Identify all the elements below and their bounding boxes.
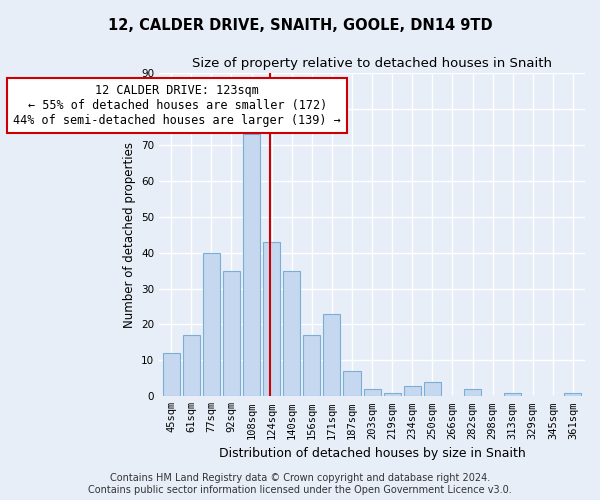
Bar <box>464 389 481 396</box>
Y-axis label: Number of detached properties: Number of detached properties <box>122 142 136 328</box>
Bar <box>183 335 200 396</box>
Bar <box>404 386 421 396</box>
Bar <box>383 392 401 396</box>
Bar <box>283 270 300 396</box>
Bar <box>323 314 340 396</box>
Text: 12, CALDER DRIVE, SNAITH, GOOLE, DN14 9TD: 12, CALDER DRIVE, SNAITH, GOOLE, DN14 9T… <box>107 18 493 32</box>
Bar <box>565 392 581 396</box>
Text: 12 CALDER DRIVE: 123sqm
← 55% of detached houses are smaller (172)
44% of semi-d: 12 CALDER DRIVE: 123sqm ← 55% of detache… <box>13 84 341 127</box>
Bar <box>343 371 361 396</box>
Bar <box>243 134 260 396</box>
X-axis label: Distribution of detached houses by size in Snaith: Distribution of detached houses by size … <box>218 447 526 460</box>
Bar <box>263 242 280 396</box>
Title: Size of property relative to detached houses in Snaith: Size of property relative to detached ho… <box>192 58 552 70</box>
Text: Contains HM Land Registry data © Crown copyright and database right 2024.
Contai: Contains HM Land Registry data © Crown c… <box>88 474 512 495</box>
Bar <box>364 389 380 396</box>
Bar <box>163 353 180 397</box>
Bar <box>424 382 441 396</box>
Bar <box>203 252 220 396</box>
Bar <box>223 270 240 396</box>
Bar <box>504 392 521 396</box>
Bar <box>303 335 320 396</box>
